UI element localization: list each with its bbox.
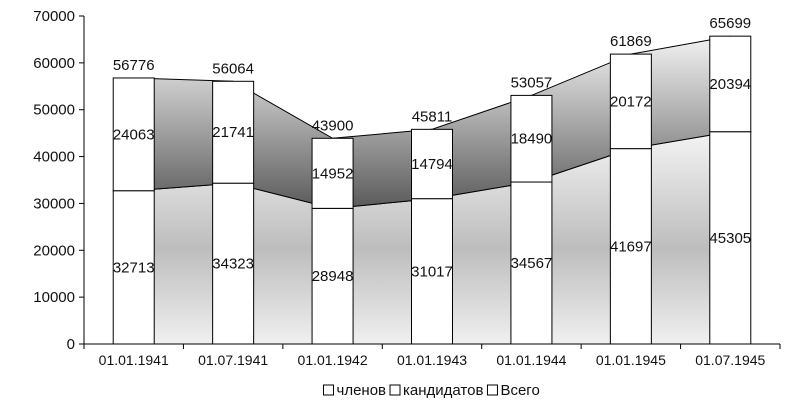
label-total-2: 43900 <box>312 117 354 134</box>
x-tick-label-6: 01.07.1945 <box>695 352 765 368</box>
x-tick-label-1: 01.07.1941 <box>198 352 268 368</box>
data-labels: 32713 34323 28948 31017 34567 41697 45305 24063… <box>113 15 751 285</box>
x-tick-label-3: 01.01.1943 <box>397 352 467 368</box>
label-total-6: 65699 <box>709 15 751 32</box>
legend-label-2: Всего <box>500 382 539 399</box>
x-tick-label-2: 01.01.1942 <box>298 352 368 368</box>
y-tick-label-5: 50000 <box>33 102 75 119</box>
y-tick-label-1: 10000 <box>33 289 75 306</box>
label-members-1: 34323 <box>212 256 254 273</box>
legend-label-0: членов <box>337 382 387 399</box>
bar-candidates-1 <box>212 80 255 184</box>
label-members-6: 45305 <box>709 230 751 247</box>
bar-members-4 <box>510 181 553 345</box>
bar-candidates-2 <box>311 137 354 209</box>
label-total-1: 56064 <box>212 60 254 77</box>
label-total-4: 53057 <box>511 74 553 91</box>
x-tick-label-4: 01.01.1944 <box>496 352 566 368</box>
bar-members-2 <box>311 207 354 345</box>
label-total-3: 45811 <box>412 108 453 125</box>
label-candidates-1: 21741 <box>212 124 254 141</box>
label-total-0: 56776 <box>113 57 155 74</box>
label-candidates-5: 20172 <box>610 93 652 110</box>
y-tick-label-4: 40000 <box>33 149 75 166</box>
legend-label-1: кандидатов <box>403 382 483 399</box>
label-members-4: 34567 <box>511 255 553 272</box>
legend: членов кандидатов Всего <box>323 382 540 399</box>
bar-members-0 <box>112 190 155 345</box>
y-tick-label-0: 0 <box>67 336 75 353</box>
y-tick-label-6: 60000 <box>33 55 75 72</box>
label-candidates-3: 14794 <box>411 156 453 173</box>
bar-candidates-4 <box>510 94 553 183</box>
bars <box>112 35 752 345</box>
label-candidates-6: 20394 <box>709 76 751 93</box>
y-tick-label-2: 20000 <box>33 242 75 259</box>
legend-swatch-1 <box>389 384 401 396</box>
y-tick-label-7: 70000 <box>33 8 75 25</box>
axes: 0 10000 20000 30000 40000 50000 60000 70000 01.0… <box>33 8 781 368</box>
label-candidates-2: 14952 <box>312 165 354 182</box>
label-members-0: 32713 <box>113 259 155 276</box>
label-candidates-4: 18490 <box>511 131 553 148</box>
bar-candidates-0 <box>112 77 155 192</box>
label-members-5: 41697 <box>610 238 652 255</box>
bar-candidates-3 <box>411 128 453 200</box>
label-members-2: 28948 <box>312 268 354 285</box>
bar-candidates-5 <box>609 53 652 150</box>
label-total-5: 61869 <box>610 33 652 50</box>
label-candidates-0: 24063 <box>113 126 155 143</box>
bar-members-1 <box>212 182 255 345</box>
legend-swatch-2 <box>486 384 498 396</box>
x-tick-label-5: 01.01.1945 <box>596 352 666 368</box>
legend-swatch-0 <box>323 384 334 396</box>
bar-members-5 <box>609 148 652 345</box>
label-members-3: 31017 <box>411 263 453 280</box>
bar-candidates-6 <box>709 35 752 133</box>
bar-members-3 <box>411 198 453 345</box>
y-tick-label-3: 30000 <box>33 195 75 212</box>
x-tick-label-0: 01.01.1941 <box>99 352 169 368</box>
